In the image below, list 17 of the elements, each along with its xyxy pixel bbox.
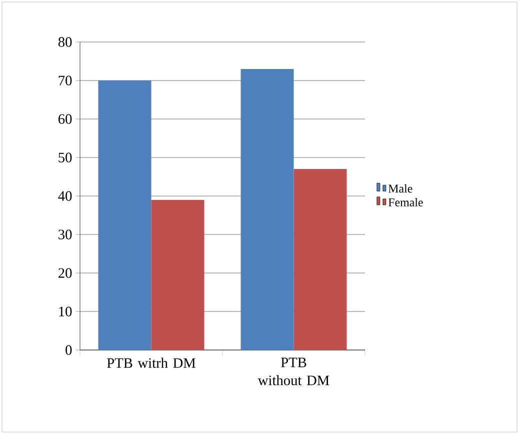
legend-label: Female: [388, 198, 423, 206]
y-tick-label: 60: [58, 114, 72, 124]
x-tick-label: PTB witrh DM: [107, 358, 196, 368]
y-tick-label: 40: [58, 191, 72, 201]
bar: [240, 68, 294, 350]
bar: [294, 169, 347, 350]
y-tick-label: 50: [58, 152, 72, 162]
bar: [151, 200, 204, 350]
y-tick-label: 20: [58, 268, 72, 278]
bar: [98, 80, 152, 350]
x-tick-label: PTB without DM: [258, 358, 330, 386]
y-tick-label: 10: [59, 306, 72, 316]
legend-label: Male: [388, 184, 412, 193]
y-tick-label: 0: [66, 345, 72, 355]
y-tick-label: 30: [58, 230, 72, 240]
y-tick-label: 70: [58, 76, 72, 86]
y-tick-label: 80: [58, 37, 72, 47]
